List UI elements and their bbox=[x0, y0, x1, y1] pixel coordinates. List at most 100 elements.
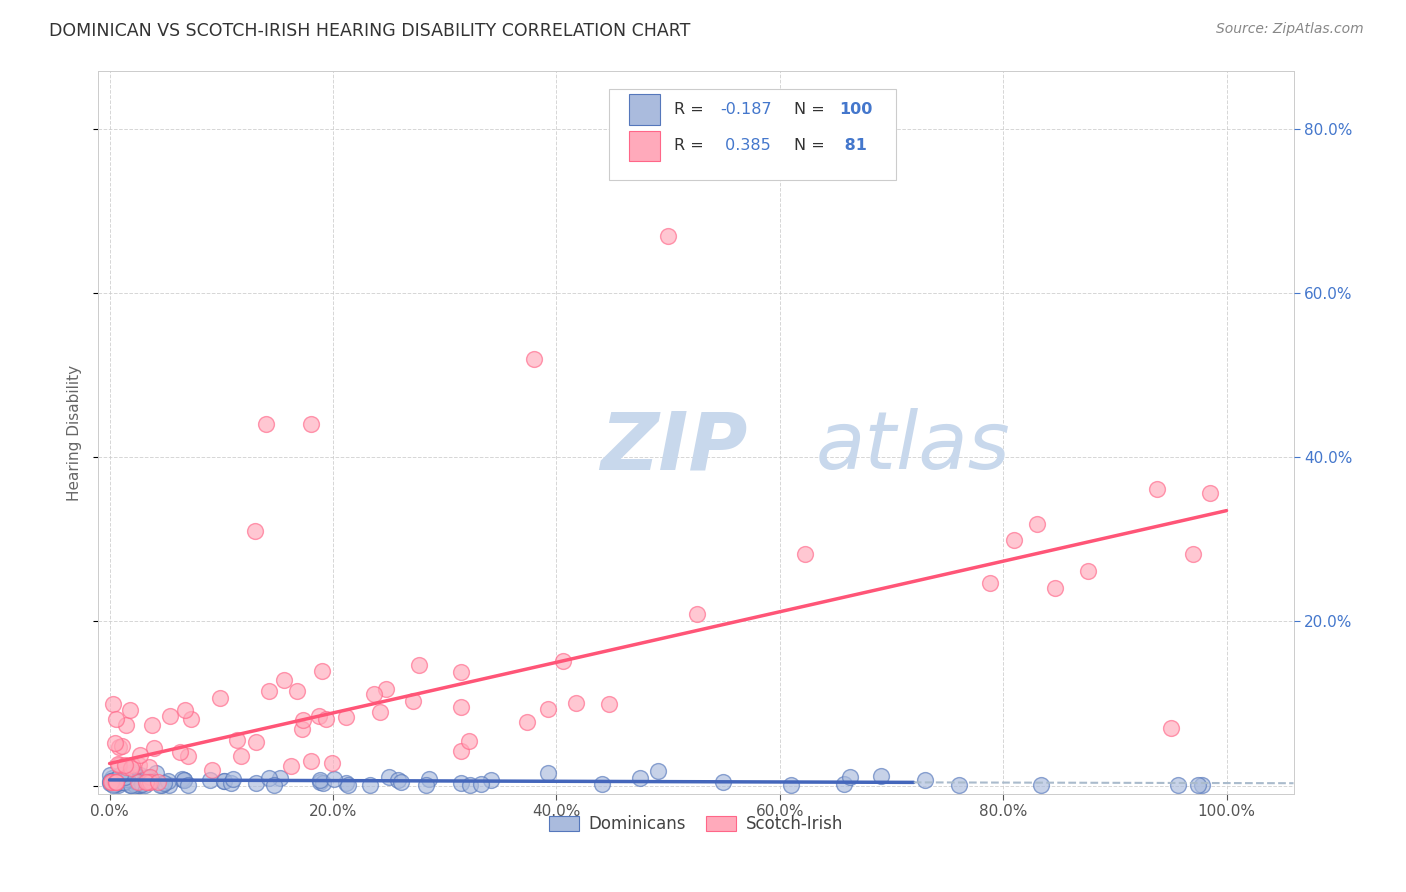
Point bbox=[1043, 582, 1066, 596]
Point bbox=[243, 524, 266, 538]
Point bbox=[134, 778, 156, 792]
Point bbox=[157, 778, 180, 792]
Point bbox=[201, 763, 224, 777]
Point bbox=[657, 228, 679, 243]
Point bbox=[121, 776, 143, 790]
Point bbox=[115, 760, 138, 774]
Point bbox=[135, 773, 157, 788]
Point bbox=[128, 773, 150, 788]
Y-axis label: Hearing Disability: Hearing Disability bbox=[67, 365, 83, 500]
Legend: Dominicans, Scotch-Irish: Dominicans, Scotch-Irish bbox=[541, 808, 851, 839]
Point bbox=[598, 697, 620, 711]
Point bbox=[1167, 778, 1189, 792]
Point bbox=[112, 774, 135, 789]
Point bbox=[129, 778, 152, 792]
Text: 0.385: 0.385 bbox=[720, 138, 770, 153]
Point bbox=[120, 703, 142, 717]
Point bbox=[152, 776, 174, 790]
Point bbox=[177, 778, 200, 792]
Point bbox=[127, 774, 149, 789]
Point bbox=[98, 768, 121, 782]
Point bbox=[257, 771, 280, 785]
Point bbox=[311, 664, 333, 678]
Point bbox=[122, 770, 145, 784]
Point bbox=[389, 775, 412, 789]
Point bbox=[121, 758, 143, 772]
Point bbox=[124, 778, 146, 792]
Text: N =: N = bbox=[794, 102, 830, 117]
Point bbox=[104, 774, 127, 789]
Point bbox=[1077, 565, 1099, 579]
Point bbox=[122, 767, 145, 781]
Point bbox=[335, 710, 357, 724]
Point bbox=[1025, 516, 1047, 531]
Point bbox=[104, 774, 127, 789]
Point bbox=[450, 665, 472, 679]
Point bbox=[135, 770, 157, 784]
Point bbox=[418, 772, 440, 786]
Point bbox=[141, 773, 163, 788]
Point bbox=[136, 775, 159, 789]
Point bbox=[374, 681, 396, 696]
Point bbox=[1198, 486, 1220, 500]
Point bbox=[107, 775, 129, 789]
Point bbox=[335, 776, 357, 790]
Point bbox=[458, 778, 481, 792]
Text: R =: R = bbox=[675, 102, 710, 117]
Point bbox=[100, 774, 122, 789]
Point bbox=[1187, 778, 1209, 792]
Point bbox=[173, 702, 195, 716]
Point bbox=[315, 712, 337, 726]
Point bbox=[322, 772, 344, 786]
Point bbox=[111, 774, 134, 789]
Point bbox=[219, 776, 242, 790]
Point bbox=[100, 774, 122, 789]
Point bbox=[127, 770, 149, 784]
Point bbox=[212, 773, 235, 788]
Point bbox=[143, 741, 166, 756]
Point bbox=[1002, 533, 1025, 548]
Point bbox=[470, 777, 492, 791]
Point bbox=[312, 776, 335, 790]
Point bbox=[408, 657, 430, 672]
Point bbox=[269, 772, 291, 786]
Point bbox=[98, 774, 121, 789]
Point bbox=[308, 708, 330, 723]
Point bbox=[299, 754, 322, 768]
Point bbox=[114, 774, 136, 789]
Point bbox=[523, 351, 546, 366]
Point bbox=[108, 757, 131, 772]
Point bbox=[450, 744, 472, 758]
Point bbox=[169, 745, 191, 759]
Point bbox=[136, 774, 159, 789]
Point bbox=[127, 774, 149, 789]
Point bbox=[103, 776, 125, 790]
Point bbox=[245, 776, 267, 790]
Point bbox=[129, 748, 152, 763]
Point bbox=[105, 713, 128, 727]
Point bbox=[686, 607, 709, 622]
Text: Source: ZipAtlas.com: Source: ZipAtlas.com bbox=[1216, 22, 1364, 37]
Point bbox=[135, 774, 157, 789]
Point bbox=[1160, 721, 1182, 735]
Point bbox=[149, 778, 172, 792]
Point bbox=[254, 417, 277, 432]
Point bbox=[103, 778, 125, 792]
Point bbox=[127, 778, 149, 792]
Point bbox=[838, 770, 860, 784]
Point bbox=[114, 774, 136, 789]
Point bbox=[128, 778, 150, 792]
Point bbox=[103, 697, 125, 711]
Point bbox=[128, 757, 150, 772]
Point bbox=[120, 778, 142, 792]
Point bbox=[117, 775, 139, 789]
Point bbox=[551, 654, 574, 668]
Point bbox=[263, 778, 285, 792]
Point bbox=[103, 777, 125, 791]
Point bbox=[387, 773, 409, 788]
Point bbox=[118, 772, 141, 786]
Point bbox=[120, 761, 142, 775]
Point bbox=[177, 749, 200, 764]
Point bbox=[114, 757, 136, 772]
Point bbox=[105, 774, 128, 789]
